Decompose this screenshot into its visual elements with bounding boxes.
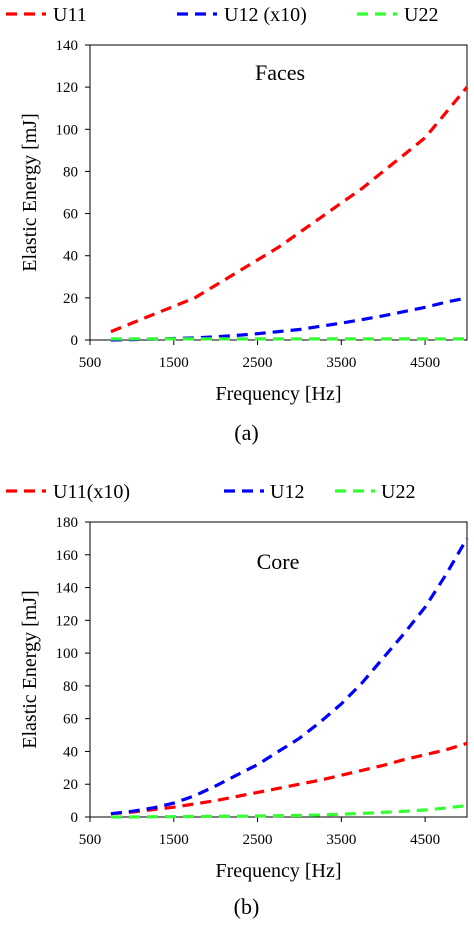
legend-label: U22 (381, 481, 415, 503)
x-tick-label: 500 (79, 832, 102, 848)
x-axis-label: Frequency [Hz] (215, 383, 341, 405)
chart-b: 0 20 40 60 80 100 120 140 160 180 500 1500 2500 3500 4… (6, 481, 469, 919)
plot-annotation: Core (257, 549, 300, 574)
legend-label: U12 (270, 481, 304, 503)
y-tick-label: 20 (63, 777, 78, 793)
y-tick-label: 60 (63, 207, 78, 223)
legend-label: U11(x10) (53, 481, 130, 503)
x-tick-label: 3500 (326, 832, 356, 848)
series-line-u22 (110, 803, 468, 819)
x-tick-label: 2500 (243, 355, 273, 371)
y-tick-label: 0 (71, 333, 79, 349)
series-line-u12-x10 (110, 296, 468, 342)
y-tick-label: 120 (56, 80, 79, 96)
y-tick-label: 180 (56, 515, 79, 531)
y-axis-label: Elastic Energy [mJ] (19, 113, 41, 271)
legend-label: U22 (404, 4, 438, 26)
y-tick-label: 20 (63, 291, 78, 307)
y-tick-label: 160 (56, 548, 79, 564)
legend-label: U11 (53, 4, 87, 26)
x-tick-label: 500 (79, 355, 102, 371)
y-tick-label: 60 (63, 712, 78, 728)
figure-caption: (b) (234, 894, 260, 919)
y-tick-label: 100 (56, 122, 79, 138)
plot-annotation: Faces (255, 60, 305, 85)
x-tick-label: 4500 (410, 832, 440, 848)
x-axis-label: Frequency [Hz] (215, 860, 341, 882)
y-tick-label: 120 (56, 613, 79, 629)
y-tick-label: 40 (63, 249, 78, 265)
chart-a: 0 20 40 60 80 100 120 140 500 1500 2500 3500 4500 U11… (6, 4, 469, 445)
series-line-u12 (110, 537, 469, 816)
x-tick-label: 3500 (326, 355, 356, 371)
y-tick-label: 0 (71, 810, 79, 826)
y-tick-label: 140 (56, 38, 79, 54)
y-tick-label: 80 (63, 164, 78, 180)
legend-label: U12 (x10) (224, 4, 307, 26)
x-tick-label: 1500 (159, 832, 189, 848)
y-tick-label: 140 (56, 581, 79, 597)
x-tick-label: 1500 (159, 355, 189, 371)
y-tick-label: 40 (63, 744, 78, 760)
y-tick-label: 100 (56, 646, 79, 662)
series-line-u11-x10 (110, 741, 468, 816)
x-tick-label: 4500 (410, 355, 440, 371)
series-line-u11 (110, 86, 469, 334)
plot-frame (89, 44, 468, 341)
y-axis-label: Elastic Energy [mJ] (19, 590, 41, 748)
x-tick-label: 2500 (243, 832, 273, 848)
figure-caption: (a) (234, 420, 258, 445)
y-tick-label: 80 (63, 679, 78, 695)
